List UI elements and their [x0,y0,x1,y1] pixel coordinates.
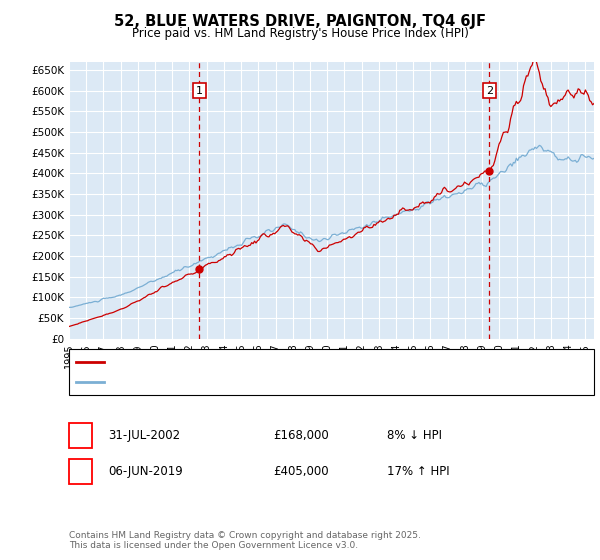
Text: Contains HM Land Registry data © Crown copyright and database right 2025.
This d: Contains HM Land Registry data © Crown c… [69,530,421,550]
Text: £168,000: £168,000 [273,429,329,442]
Text: 52, BLUE WATERS DRIVE, PAIGNTON, TQ4 6JF: 52, BLUE WATERS DRIVE, PAIGNTON, TQ4 6JF [114,14,486,29]
Text: 8% ↓ HPI: 8% ↓ HPI [387,429,442,442]
Text: HPI: Average price, detached house, Torbay: HPI: Average price, detached house, Torb… [110,377,337,387]
Text: 2: 2 [486,86,493,96]
Text: 31-JUL-2002: 31-JUL-2002 [108,429,180,442]
Text: 52, BLUE WATERS DRIVE, PAIGNTON, TQ4 6JF (detached house): 52, BLUE WATERS DRIVE, PAIGNTON, TQ4 6JF… [110,357,439,367]
Text: Price paid vs. HM Land Registry's House Price Index (HPI): Price paid vs. HM Land Registry's House … [131,27,469,40]
Text: 2: 2 [76,465,85,478]
Text: £405,000: £405,000 [273,465,329,478]
Text: 1: 1 [196,86,203,96]
Text: 1: 1 [76,429,85,442]
Text: 06-JUN-2019: 06-JUN-2019 [108,465,183,478]
Text: 17% ↑ HPI: 17% ↑ HPI [387,465,449,478]
